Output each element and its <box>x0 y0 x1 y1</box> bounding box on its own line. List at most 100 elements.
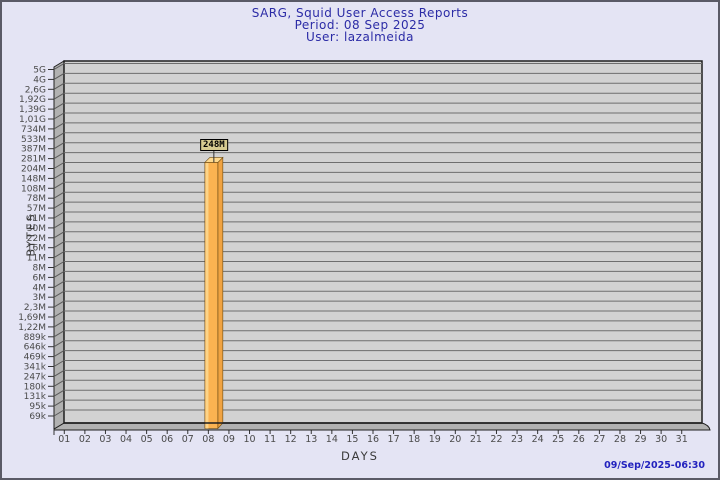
generation-timestamp: 09/Sep/2025-06:30 <box>604 460 705 471</box>
y-grid-diagonal <box>53 320 65 328</box>
x-tick-label: 10 <box>243 434 255 445</box>
y-tick-label: 78M <box>27 194 46 204</box>
y-grid-diagonal <box>53 409 65 417</box>
y-tick-label: 16M <box>27 244 46 254</box>
y-tick-label: 889k <box>24 333 47 343</box>
x-tick-label: 08 <box>202 434 214 445</box>
x-tick-label: 13 <box>305 434 317 445</box>
x-tick-label: 23 <box>511 434 523 445</box>
y-grid-diagonal <box>53 102 65 110</box>
y-tick-label: 131k <box>24 392 47 402</box>
x-tick-label: 04 <box>120 434 132 445</box>
x-tick-label: 30 <box>655 434 667 445</box>
y-tick-label: 5G <box>33 66 46 76</box>
y-tick-label: 3M <box>33 293 47 303</box>
x-tick-label: 19 <box>429 434 441 445</box>
y-grid-diagonal <box>53 280 65 288</box>
y-tick-label: 1,39G <box>19 105 46 115</box>
x-tick-label: 05 <box>141 434 153 445</box>
x-tick-label: 03 <box>99 434 111 445</box>
x-tick-label: 18 <box>408 434 420 445</box>
y-grid-diagonal <box>53 181 65 189</box>
y-tick-label: 8M <box>33 264 47 274</box>
y-grid-diagonal <box>53 171 65 179</box>
y-grid-diagonal <box>53 152 65 160</box>
plot-bottom-face <box>53 422 711 431</box>
y-tick-label: 108M <box>21 184 46 194</box>
y-tick-label: 11M <box>27 254 46 264</box>
x-axis-title: DAYS <box>341 449 379 463</box>
y-tick-label: 95k <box>29 402 46 412</box>
y-tick-label: 30M <box>27 224 46 234</box>
y-grid-diagonal <box>53 241 65 249</box>
y-grid-diagonal <box>53 251 65 259</box>
y-grid-diagonal <box>53 310 65 318</box>
y-tick-label: 2,6G <box>25 85 46 95</box>
y-tick-label: 22M <box>27 234 46 244</box>
y-grid-diagonal <box>53 191 65 199</box>
y-tick-label: 6M <box>33 273 47 283</box>
y-grid-diagonal <box>53 132 65 140</box>
x-tick-label: 15 <box>346 434 358 445</box>
y-tick-label: 247k <box>24 372 47 382</box>
chart-period: Period: 08 Sep 2025 <box>294 18 426 32</box>
y-grid-diagonal <box>53 211 65 219</box>
y-grid-diagonal <box>53 82 65 90</box>
y-tick-label: 1,92G <box>19 95 46 105</box>
y-grid-diagonal <box>53 92 65 100</box>
y-tick-label: 2,3M <box>24 303 46 313</box>
x-tick-label: 09 <box>223 434 235 445</box>
y-grid-diagonal <box>53 221 65 229</box>
y-tick-label: 1,22M <box>18 323 46 333</box>
y-tick-label: 469k <box>24 353 47 363</box>
x-tick-label: 02 <box>79 434 91 445</box>
y-grid-diagonal <box>53 389 65 397</box>
y-tick-label: 734M <box>21 125 46 135</box>
x-tick-label: 20 <box>449 434 461 445</box>
y-tick-label: 4M <box>33 283 47 293</box>
y-grid-diagonal <box>53 122 65 130</box>
x-tick-label: 28 <box>614 434 626 445</box>
chart-title: SARG, Squid User Access Reports <box>251 6 469 20</box>
x-tick-label: 22 <box>490 434 502 445</box>
x-tick-label: 16 <box>367 434 379 445</box>
y-tick-label: 148M <box>21 174 46 184</box>
x-tick-label: 12 <box>285 434 297 445</box>
x-tick-label: 26 <box>573 434 585 445</box>
y-grid-diagonal <box>53 261 65 268</box>
x-tick-label: 11 <box>264 434 276 445</box>
y-tick-label: 646k <box>24 343 47 353</box>
y-grid-diagonal <box>53 350 65 358</box>
y-grid-diagonal <box>53 300 65 308</box>
y-grid-diagonal <box>53 231 65 239</box>
y-grid-diagonal <box>53 369 65 377</box>
x-tick-label: 17 <box>388 434 400 445</box>
y-tick-label: 4G <box>33 75 46 85</box>
y-tick-label: 69k <box>29 412 46 422</box>
y-tick-label: 387M <box>21 145 46 155</box>
chart-header: SARG, Squid User Access Reports Period: … <box>2 7 718 43</box>
x-tick-label: 27 <box>593 434 605 445</box>
x-tick-label: 29 <box>635 434 647 445</box>
x-tick-label: 25 <box>552 434 564 445</box>
chart-user: User: lazalmeida <box>305 30 415 44</box>
x-tick-label: 21 <box>470 434 482 445</box>
x-tick-label: 06 <box>161 434 173 445</box>
y-grid-diagonal <box>53 142 65 150</box>
y-tick-label: 1,01G <box>19 115 46 125</box>
y-grid-diagonal <box>53 270 65 278</box>
y-grid-diagonal <box>53 330 65 338</box>
y-grid-diagonal <box>53 360 65 367</box>
bar-front-highlight <box>205 163 209 429</box>
y-tick-label: 341k <box>24 363 47 373</box>
y-tick-label: 1,69M <box>18 313 46 323</box>
y-grid-diagonal <box>53 379 65 387</box>
y-grid-diagonal <box>53 340 65 348</box>
x-tick-label: 31 <box>676 434 688 445</box>
y-grid-diagonal <box>53 63 65 70</box>
y-tick-label: 57M <box>27 204 46 214</box>
x-tick-label: 14 <box>326 434 338 445</box>
y-tick-label: 204M <box>21 165 46 175</box>
